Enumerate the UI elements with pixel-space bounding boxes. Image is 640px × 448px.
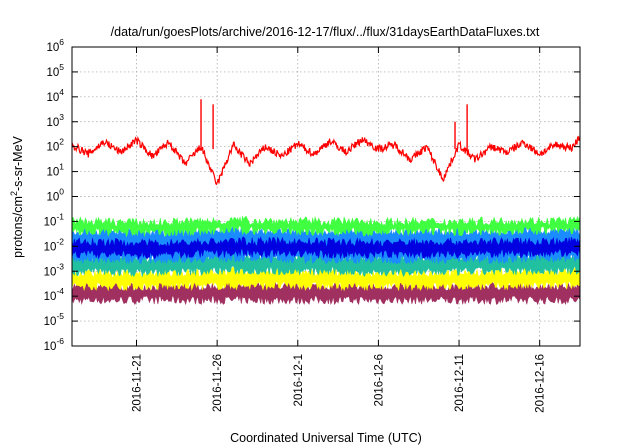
series-layer	[71, 99, 581, 306]
y-tick-exponent: -4	[56, 286, 64, 296]
x-tick-label: 2016-12-6	[373, 354, 385, 406]
series-6	[71, 135, 581, 186]
x-tick-label: 2016-12-16	[535, 354, 547, 413]
y-tick-label: 10-4	[44, 286, 65, 303]
y-tick-label: 101	[46, 162, 64, 179]
y-axis: 10-610-510-410-310-210-11001011021031041…	[44, 37, 580, 353]
y-tick-base: 10	[44, 341, 57, 353]
y-tick-label: 10-6	[44, 336, 65, 353]
y-tick-exponent: 6	[59, 37, 64, 47]
y-tick-exponent: -6	[56, 336, 64, 346]
y-tick-exponent: 3	[59, 112, 64, 122]
y-label-part: protons/cm	[11, 196, 25, 258]
y-tick-label: 106	[46, 37, 64, 54]
y-tick-label: 102	[46, 137, 64, 154]
x-axis-label: Coordinated Universal Time (UTC)	[230, 431, 422, 445]
y-tick-exponent: 5	[59, 62, 64, 72]
y-tick-base: 10	[46, 67, 59, 79]
flux-line	[71, 135, 581, 186]
y-tick-base: 10	[46, 167, 59, 179]
y-tick-label: 10-3	[44, 261, 65, 278]
y-tick-label: 105	[46, 62, 64, 79]
y-tick-exponent: 4	[59, 87, 64, 97]
y-tick-exponent: -5	[56, 311, 64, 321]
y-tick-label: 10-1	[44, 211, 65, 228]
y-axis-label: protons/cm2-s-sr-MeV	[9, 135, 25, 257]
y-tick-exponent: -2	[56, 236, 64, 246]
chart-title: /data/run/goesPlots/archive/2016-12-17/f…	[111, 25, 540, 39]
x-tick-label: 2016-11-26	[212, 354, 224, 412]
y-tick-base: 10	[46, 117, 59, 129]
y-tick-base: 10	[44, 316, 57, 328]
y-tick-exponent: 2	[59, 137, 64, 147]
y-tick-exponent: 1	[59, 162, 64, 172]
y-tick-label: 103	[46, 112, 64, 129]
y-tick-base: 10	[44, 291, 57, 303]
y-tick-base: 10	[46, 192, 59, 204]
y-tick-exponent: -3	[56, 261, 64, 271]
y-label-superscript: 2	[9, 191, 19, 196]
x-tick-label: 2016-12-1	[293, 354, 305, 406]
y-tick-base: 10	[44, 266, 57, 278]
y-tick-base: 10	[44, 216, 57, 228]
y-tick-label: 10-2	[44, 236, 65, 253]
y-tick-label: 10-5	[44, 311, 65, 328]
series-7	[200, 99, 468, 150]
y-tick-exponent: -1	[56, 211, 64, 221]
x-tick-label: 2016-12-11	[454, 354, 466, 412]
y-tick-label: 100	[46, 187, 64, 204]
y-tick-exponent: 0	[59, 187, 64, 197]
y-tick-base: 10	[46, 142, 59, 154]
y-tick-label: 104	[46, 87, 64, 104]
x-tick-label: 2016-11-21	[132, 354, 144, 412]
y-tick-base: 10	[46, 42, 59, 54]
y-tick-base: 10	[44, 241, 57, 253]
y-tick-base: 10	[46, 92, 59, 104]
y-label-part: -s-sr-MeV	[11, 135, 25, 191]
x-axis: 2016-11-21 2016-11-26 2016-12-1 2016-12-6 20…	[132, 47, 547, 413]
